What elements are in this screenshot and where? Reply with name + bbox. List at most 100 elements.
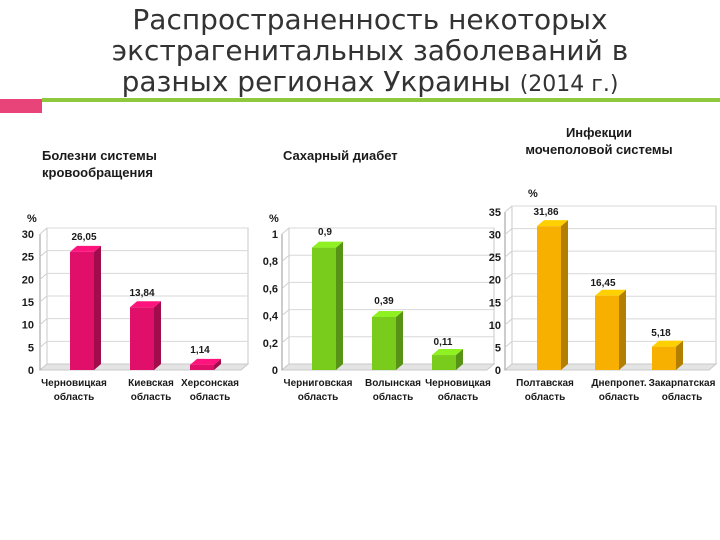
y-tick-label: 25 xyxy=(22,252,34,264)
gridline-diag-2 xyxy=(281,336,290,344)
y-tick-label: 30 xyxy=(489,230,501,242)
gridline-diag-2 xyxy=(281,282,290,289)
title-underline-bar xyxy=(42,98,720,102)
chart-title-3: Инфекции xyxy=(566,125,632,140)
y-unit-label-1: % xyxy=(27,213,37,225)
title-year: (2014 г.) xyxy=(519,72,619,97)
bar-side-2-1 xyxy=(336,241,343,370)
x-tick-label: область xyxy=(525,391,566,403)
x-tick-label: область xyxy=(131,391,172,403)
bar-2-3 xyxy=(432,355,456,370)
gridline-diag-1 xyxy=(39,227,48,235)
gridline-diag-2 xyxy=(281,309,290,316)
gridline-diag-3 xyxy=(504,273,513,281)
gridline-diag-3 xyxy=(504,341,513,348)
y-tick-label: 0,4 xyxy=(263,311,279,323)
data-label: 13,84 xyxy=(129,288,154,299)
bar-3-3 xyxy=(652,346,676,370)
gridline-diag-3 xyxy=(504,295,513,303)
data-label: 5,18 xyxy=(651,328,671,339)
x-tick-label: область xyxy=(190,391,231,403)
bar-top-2-1 xyxy=(312,241,343,248)
y-tick-label: 1 xyxy=(272,229,278,241)
y-tick-label: 30 xyxy=(22,229,34,241)
x-tick-label: Киевская xyxy=(128,378,174,389)
x-tick-label: область xyxy=(54,391,95,403)
bar-top-2-2 xyxy=(372,310,403,317)
y-tick-label: 15 xyxy=(22,297,34,309)
x-tick-label: Закарпатская xyxy=(649,378,716,389)
bar-top-3-3 xyxy=(652,340,683,347)
data-label: 1,14 xyxy=(190,345,210,356)
data-label: 0,9 xyxy=(318,227,332,238)
gridline-diag-3 xyxy=(504,250,513,258)
y-tick-label: 15 xyxy=(489,297,501,309)
x-tick-label: Херсонская xyxy=(181,378,239,389)
x-tick-label: область xyxy=(298,391,339,403)
x-tick-label: Полтавская xyxy=(516,378,574,389)
chart-title-2: Сахарный диабет xyxy=(283,148,398,163)
bar-side-1-3 xyxy=(214,358,221,370)
y-tick-label: 10 xyxy=(489,320,501,332)
bar-1-1 xyxy=(70,251,94,370)
bar-top-1-2 xyxy=(130,301,161,308)
bar-1-2 xyxy=(130,307,154,370)
y-tick-label: 35 xyxy=(489,207,501,219)
x-tick-label: Черновицкая xyxy=(41,378,107,389)
x-tick-label: область xyxy=(662,391,703,403)
title-line-3: разных регионах Украины (2014 г.) xyxy=(60,66,680,100)
title-line-2: экстрагенитальных заболеваний в xyxy=(111,34,629,67)
y-tick-label: 0,6 xyxy=(263,283,278,295)
y-unit-label-2: % xyxy=(269,213,279,225)
y-tick-label: 20 xyxy=(489,275,501,287)
y-tick-label: 0 xyxy=(495,365,501,377)
chart-title-3: мочеполовой системы xyxy=(525,142,672,157)
bar-side-2-3 xyxy=(456,349,463,370)
y-unit-label-3: % xyxy=(528,188,538,200)
y-tick-label: 10 xyxy=(22,320,34,332)
gridline-diag-1 xyxy=(39,340,48,348)
bar-2-1 xyxy=(312,247,336,370)
bar-3-1 xyxy=(537,226,561,370)
gridline-diag-3 xyxy=(504,228,513,235)
y-tick-label: 0,8 xyxy=(263,256,278,268)
gridline-diag-1 xyxy=(39,272,48,280)
bar-side-2-2 xyxy=(396,310,403,370)
title-line-1: Распространенность некоторых xyxy=(132,3,608,36)
y-tick-label: 0 xyxy=(28,365,34,377)
y-tick-label: 0 xyxy=(272,365,278,377)
bar-1-3 xyxy=(190,364,214,370)
chart-title-1: Болезни системы xyxy=(42,148,157,163)
bar-top-1-1 xyxy=(70,245,101,252)
gridline-diag-2 xyxy=(281,227,290,235)
bar-side-3-1 xyxy=(561,220,568,370)
bar-top-3-2 xyxy=(595,289,626,296)
gridline-diag-1 xyxy=(39,318,48,326)
title-line-3-text: разных регионах Украины xyxy=(121,65,511,98)
gridline-diag-3 xyxy=(504,205,513,213)
bar-side-1-1 xyxy=(94,245,101,370)
y-tick-label: 5 xyxy=(28,342,34,354)
bar-side-3-3 xyxy=(676,340,683,370)
x-tick-label: область xyxy=(599,391,640,403)
bar-2-2 xyxy=(372,316,396,370)
data-label: 26,05 xyxy=(71,232,96,243)
chart-title-1: кровообращения xyxy=(42,165,153,180)
bar-side-3-2 xyxy=(619,289,626,370)
bar-top-1-3 xyxy=(190,358,221,365)
y-tick-label: 0,2 xyxy=(263,338,278,350)
title-accent-block xyxy=(0,99,42,113)
x-tick-label: Черновицкая xyxy=(425,378,491,389)
y-tick-label: 25 xyxy=(489,252,501,264)
data-label: 0,11 xyxy=(434,337,453,348)
bar-3-2 xyxy=(595,295,619,370)
y-tick-label: 20 xyxy=(22,274,34,286)
bar-side-1-2 xyxy=(154,301,161,370)
data-label: 0,39 xyxy=(374,296,394,307)
y-tick-label: 5 xyxy=(495,342,501,354)
data-label: 31,86 xyxy=(533,207,558,218)
x-tick-label: область xyxy=(438,391,479,403)
x-tick-label: Волынская xyxy=(365,378,421,389)
data-label: 16,45 xyxy=(590,278,615,289)
